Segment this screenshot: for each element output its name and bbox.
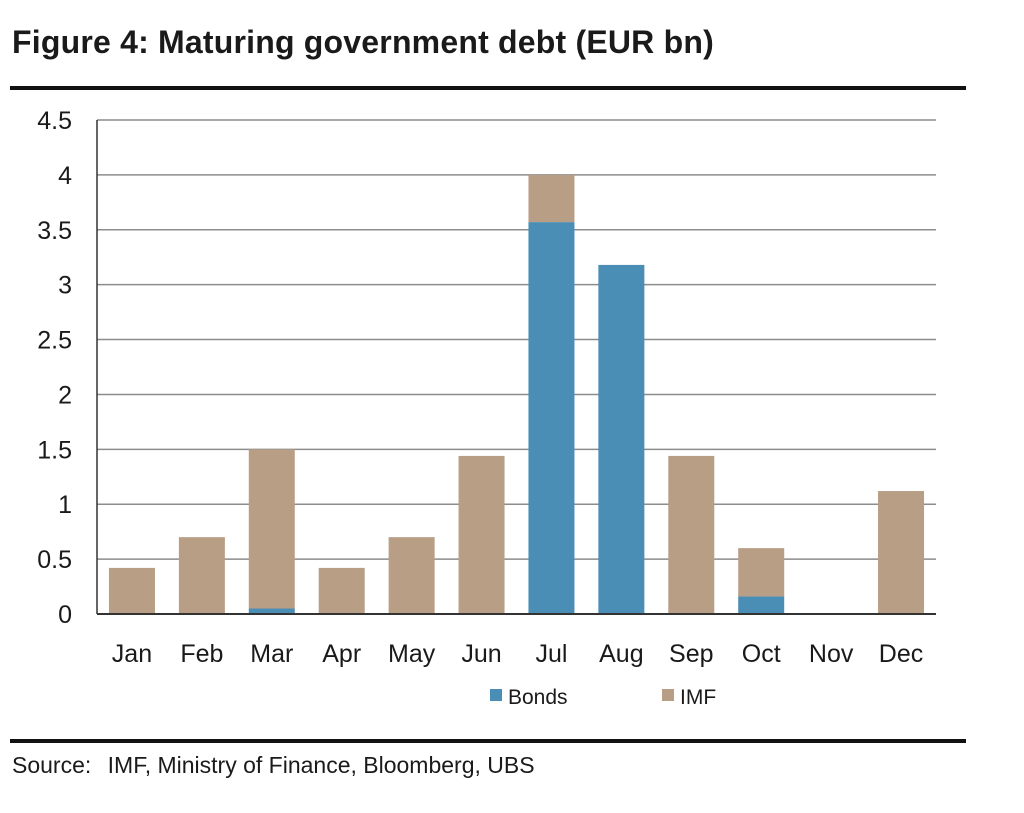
- y-tick-label: 0.5: [37, 546, 72, 574]
- bar-bonds-oct: [738, 596, 785, 614]
- y-tick-label: 2: [58, 381, 72, 409]
- x-tick-label: Oct: [742, 640, 781, 668]
- bar-imf-feb: [178, 537, 225, 614]
- legend-swatch-imf: [662, 689, 674, 701]
- x-tick-label: Jul: [535, 640, 567, 668]
- top-rule: [10, 86, 966, 90]
- x-tick-label: May: [388, 640, 436, 668]
- bar-imf-may: [388, 537, 435, 614]
- legend-swatch-bonds: [490, 689, 502, 701]
- bar-bonds-jul: [528, 222, 575, 615]
- bar-imf-mar: [248, 449, 295, 609]
- x-tick-label: Apr: [322, 640, 361, 668]
- x-tick-label: Mar: [250, 640, 293, 668]
- bar-bonds-mar: [248, 608, 295, 614]
- bar-imf-jul: [528, 174, 575, 223]
- gridlines: [97, 119, 936, 560]
- source-text: IMF, Ministry of Finance, Bloomberg, UBS: [107, 752, 535, 778]
- y-tick-label: 2.5: [37, 327, 72, 355]
- x-tick-label: Sep: [669, 640, 713, 668]
- x-tick-label: Feb: [180, 640, 223, 668]
- y-tick-label: 4: [58, 162, 72, 190]
- bar-bonds-aug: [598, 264, 645, 614]
- x-tick-label: Jan: [112, 640, 152, 668]
- bar-imf-oct: [738, 548, 785, 597]
- bar-imf-dec: [878, 491, 925, 614]
- bar-imf-apr: [318, 567, 365, 614]
- y-tick-label: 4.5: [37, 107, 72, 135]
- x-tick-label: Aug: [599, 640, 643, 668]
- bar-imf-sep: [668, 455, 715, 614]
- stacked-bar-chart: 00.511.522.533.544.5 Jan Feb Mar Apr May Jun J…: [37, 107, 936, 709]
- y-tick-label: 1.5: [37, 436, 72, 464]
- x-tick-label: Jun: [461, 640, 501, 668]
- legend-label-imf: IMF: [680, 686, 716, 709]
- legend-label-bonds: Bonds: [508, 686, 568, 709]
- y-tick-label: 1: [58, 491, 72, 519]
- source-note: Source: IMF, Ministry of Finance, Bloomb…: [12, 752, 535, 779]
- bar-imf-jan: [108, 567, 155, 614]
- bottom-rule: [10, 739, 966, 743]
- legend: Bonds IMF: [490, 686, 716, 709]
- y-tick-labels: 0 0.5 1 1.5 2 2.5 3 3.5 4 4.5: [37, 107, 72, 629]
- y-tick-label: 3.5: [37, 217, 72, 245]
- bar-imf-jun: [458, 455, 505, 614]
- axes: [96, 120, 936, 615]
- x-tick-labels: Jan Feb Mar Apr May Jun Jul Aug Sep Oct Nov Dec: [112, 640, 923, 668]
- y-tick-label: 0: [58, 601, 72, 629]
- bars: [108, 174, 925, 615]
- x-tick-label: Dec: [879, 640, 923, 668]
- x-tick-label: Nov: [809, 640, 854, 668]
- figure-title: Figure 4: Maturing government debt (EUR …: [12, 24, 714, 60]
- y-tick-label: 3: [58, 272, 72, 300]
- source-label: Source:: [12, 752, 92, 778]
